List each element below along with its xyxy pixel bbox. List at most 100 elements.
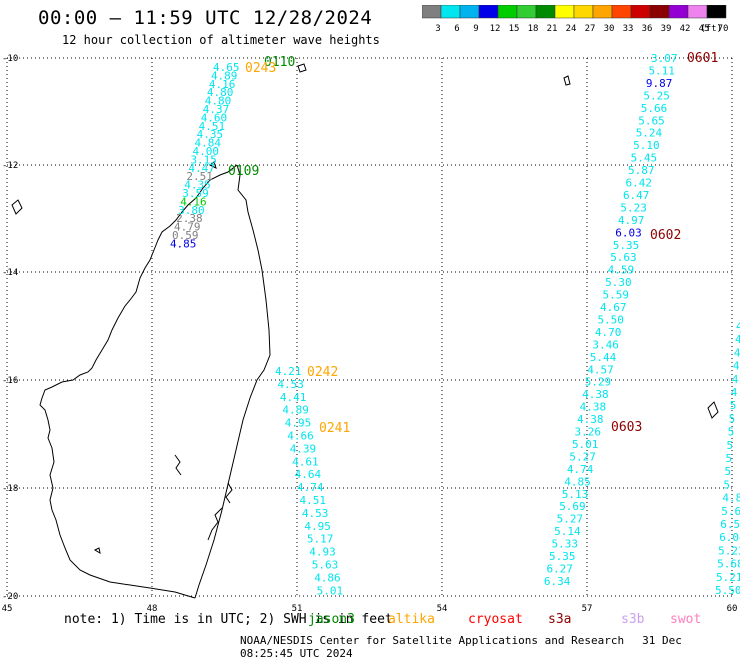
island-5 (93, 547, 101, 555)
wave-height-value: 4.57 (587, 363, 614, 376)
wave-height-value: 5.30 (605, 276, 632, 289)
wave-height-value: 4.60 (201, 111, 228, 124)
wave-height-value: 4.85 (170, 237, 197, 250)
wave-height-value: 4.16 (180, 195, 207, 208)
wave-height-value: 6.27 (546, 562, 573, 575)
wave-height-value: 4.64 (295, 468, 322, 481)
satellite-legend-item: altika (388, 612, 435, 627)
wave-height-value: 4.85 (564, 475, 591, 488)
wave-height-value: 5.24 (636, 127, 663, 140)
wave-height-value: 5.35 (549, 550, 576, 563)
colorbar-tick-label: 33 (623, 24, 634, 34)
wave-height-value: 4.47 (188, 162, 215, 175)
colorbar-tick-label: 24 (566, 24, 577, 34)
wave-height-value: 4 (731, 386, 738, 399)
wave-height-value: 4.80 (205, 95, 232, 108)
wave-height-value: 5.21 (716, 571, 740, 584)
pass-time-label: 0109 (228, 164, 259, 179)
wave-height-value: 4.84 (195, 137, 222, 150)
island-2 (563, 75, 571, 86)
credit-text: NOAA/NESDIS Center for Satellite Applica… (240, 634, 625, 647)
wave-height-value: 4.59 (608, 264, 635, 277)
coast-detail-1 (207, 507, 223, 541)
coastline (11, 63, 719, 599)
colorbar-unit: (ft) (700, 24, 722, 34)
wave-height-value: 5.11 (648, 64, 675, 77)
axis-labels: 45 48 51 54 57 60-10-12-14-16-18-20 (2, 54, 738, 614)
wave-height-value: 5 (727, 439, 734, 452)
wave-height-value: 5.33 (552, 538, 579, 551)
wave-height-value: 5.50 (715, 584, 740, 597)
lon-label: 48 (147, 604, 158, 614)
wave-height-value: 4.95 (304, 520, 331, 533)
wave-height-value: 4 (735, 333, 740, 346)
colorbar-tick-label: 15 (509, 24, 520, 34)
wave-height-value: 4 (733, 360, 740, 373)
wave-height-value: 5.23 (620, 201, 647, 214)
wave-height-value: 3.15 (190, 153, 217, 166)
wave-height-value: 6.04 (719, 531, 740, 544)
satellite-legend-item: s3b (621, 612, 645, 627)
wave-height-value: 5.13 (562, 488, 589, 501)
colorbar-tick-label: 3 (435, 24, 440, 34)
wave-height-value: 3.46 (592, 338, 619, 351)
wave-height-value: 3.26 (575, 426, 602, 439)
wave-height-value: 4.89 (211, 69, 238, 82)
wave-height-value: 5.01 (572, 438, 599, 451)
wave-height-value: 5.27 (569, 450, 596, 463)
wave-height-value: 5 (728, 426, 735, 439)
wave-height-value: 4.65 (213, 61, 240, 74)
colorbar-tick-label: 39 (661, 24, 672, 34)
wave-height-value: 4.95 (285, 417, 312, 430)
wave-height-value: 5 (730, 399, 737, 412)
wave-height-value: 4.16 (209, 78, 236, 91)
page-title: 00:00 — 11:59 UTC 12/28/2024 (38, 7, 373, 29)
wave-height-value: 2.51 (186, 170, 213, 183)
wave-height-value: 5.69 (559, 500, 586, 513)
wave-height-value: 4.38 (582, 388, 609, 401)
wave-height-value: 5.44 (590, 351, 617, 364)
wave-height-value: 4.89 (282, 404, 309, 417)
wave-height-value: 4.70 (595, 326, 622, 339)
wave-height-value: 4.38 (580, 401, 607, 414)
colorbar-tick-label: 18 (528, 24, 539, 34)
pass-time-label: 0601 (687, 51, 718, 66)
wave-height-value: 5.63 (312, 559, 339, 572)
pass-time-label: 0241 (319, 421, 350, 436)
island-4 (297, 63, 307, 73)
footer-credit: NOAA/NESDIS Center for Satellite Applica… (240, 634, 740, 660)
satellite-legend-item: swot (670, 612, 702, 627)
wave-height-value: 6.42 (626, 177, 653, 190)
wave-height-value: 5.66 (641, 102, 668, 115)
wave-height-value: 4.74 (297, 481, 324, 494)
pass-time-label: 0602 (650, 228, 681, 243)
wave-height-value: 5.35 (613, 239, 640, 252)
lon-label: 57 (582, 604, 593, 614)
wave-height-value: 4.53 (277, 378, 304, 391)
satellite-legend-item: s3a (548, 612, 572, 627)
wave-height-value: 4 (736, 320, 740, 333)
lat-label: -16 (2, 376, 18, 386)
pass-time-label: 0242 (307, 365, 338, 380)
wave-height-value: 3.07 (651, 52, 678, 65)
wave-height-value: 5.65 (638, 114, 665, 127)
wave-height-value: 4.67 (600, 301, 627, 314)
wave-height-value: 5.14 (554, 525, 581, 538)
colorbar-tick-label: 45 (699, 24, 710, 34)
wave-height-value: 5.6 (721, 505, 740, 518)
coast-detail-3 (174, 454, 182, 476)
wave-height-value: 4 (734, 346, 740, 359)
wave-height-value: 4 (732, 373, 739, 386)
lat-label: -12 (2, 161, 18, 171)
colorbar-tick-label: 30 (604, 24, 615, 34)
wave-height-value: 4.35 (197, 128, 224, 141)
map-gridlines (6, 57, 733, 597)
colorbar-tick-label: 36 (642, 24, 653, 34)
coast-detail-2 (225, 482, 233, 504)
footer-note-row: note: 1) Time is in UTC; 2) SWH is in fe… (64, 612, 393, 627)
wave-height-value: 4.8 (722, 492, 740, 505)
wave-height-value: 5.23 (718, 544, 740, 557)
wave-height-value: 6.03 (615, 226, 642, 239)
wave-height-value: 5.59 (603, 289, 630, 302)
